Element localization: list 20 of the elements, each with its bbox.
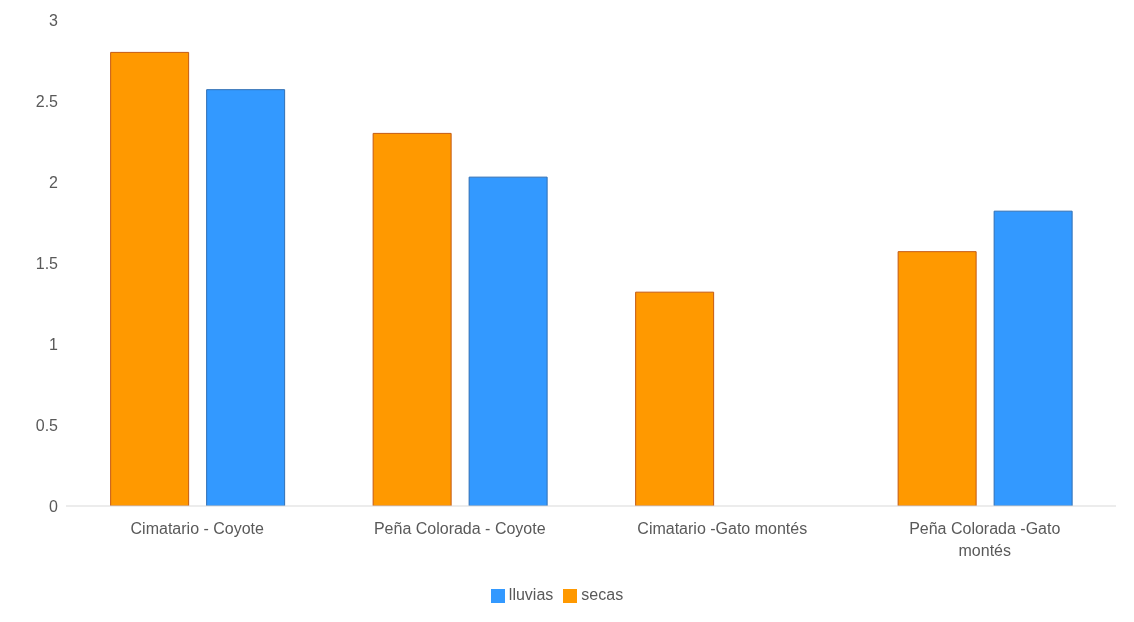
bar [110,51,190,506]
bar [468,176,548,506]
bar [372,132,452,506]
y-tick-label: 0.5 [35,416,59,434]
y-tick-label: 1 [49,335,59,353]
y-tick-label: 0 [49,497,59,515]
legend-label: secas [581,586,624,603]
y-tick-label: 3 [49,11,59,29]
x-tick-label: Peña Colorada - Coyote [373,520,546,537]
x-tick-label: Cimatario - Coyote [130,520,265,537]
y-tick-label: 2.5 [35,92,59,110]
bar [897,251,977,506]
x-tick-label: Peña Colorada -Gato montés [909,520,1061,559]
y-tick-label: 2 [49,173,59,191]
legend-label: lluvias [508,586,554,603]
bar [993,210,1073,506]
x-tick-label: Cimatario -Gato montés [637,520,808,537]
y-tick-label: 1.5 [35,254,59,272]
bar [206,89,286,506]
bar [635,291,715,506]
